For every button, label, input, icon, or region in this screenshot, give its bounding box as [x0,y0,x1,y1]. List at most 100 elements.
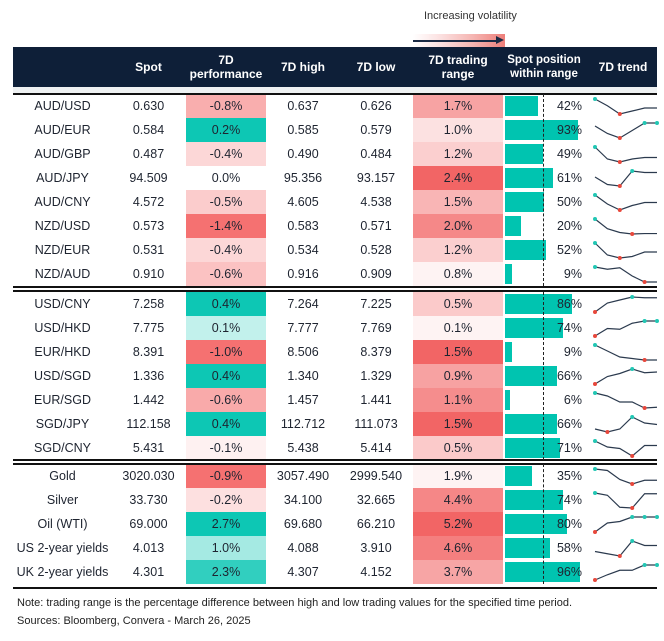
section-divider [13,290,657,292]
header-high: 7D high [281,60,325,74]
trend-min-point [642,280,647,284]
position-value: 50% [556,195,582,209]
range-cell: 0.1% [413,316,503,340]
range-cell: 1.7% [413,94,503,118]
trend-sparkline [593,319,659,338]
row-label: NZD/USD [34,219,91,233]
trend-max-point [655,515,659,519]
position-value: 9% [563,345,582,359]
low-value: 0.571 [360,219,392,233]
high-value: 112.712 [280,417,326,431]
row-label: SGD/JPY [35,417,90,431]
section-divider [13,93,657,95]
low-value: 8.379 [360,345,392,359]
trend-sparkline [594,415,658,434]
perf-cell: 1.0% [186,536,266,560]
midpoint-line [543,292,544,460]
low-value: 2999.540 [349,469,403,483]
trend-sparkline [593,491,657,510]
header-position: Spot position within range [507,54,581,80]
range-cell: 1.2% [413,142,503,166]
row-label: EUR/HKD [34,345,91,359]
row-label: SGD/CNY [34,441,91,455]
trend-line [594,218,657,235]
arrow-right-icon [413,40,497,42]
header-spot: Spot [135,60,162,74]
spot-value: 112.158 [126,417,171,431]
trend-min-point [617,184,622,188]
table-row: NZD/EUR 0.531 -0.4% 0.534 0.528 1.2% 52% [13,238,657,262]
trend-max-point [593,265,597,269]
trend-min-point [617,160,622,164]
table-row: EUR/HKD 8.391 -1.0% 8.506 8.379 1.5% 9% [13,340,657,364]
position-bar [505,438,561,458]
perf-cell: 0.1% [186,316,266,340]
trend-sparkline [593,391,658,410]
table-row: Gold 3020.030 -0.9% 3057.490 2999.540 1.9% 35% [13,464,657,488]
trend-sparkline [594,539,657,558]
position-value: 93% [556,123,582,137]
position-value: 74% [556,493,582,507]
position-value: 20% [556,219,582,233]
trend-sparkline [593,145,657,164]
trend-line [594,368,658,385]
perf-cell: 0.4% [186,412,266,436]
trend-max-point [642,563,647,567]
table-row: AUD/GBP 0.487 -0.4% 0.490 0.484 1.2% 49% [13,142,657,166]
spot-value: 7.258 [132,297,165,311]
high-value: 0.534 [287,243,319,257]
perf-cell: 2.3% [186,560,266,584]
perf-cell: -0.4% [186,238,266,262]
table-row: Silver 33.730 -0.2% 34.100 32.665 4.4% 74% [13,488,657,512]
perf-cell: -0.8% [186,94,266,118]
position-value: 42% [556,99,582,113]
spot-value: 0.531 [132,243,165,257]
high-value: 7.264 [287,297,319,311]
low-value: 0.528 [360,243,392,257]
range-cell: 2.0% [413,214,503,238]
row-label: NZD/EUR [34,243,91,257]
low-value: 1.441 [360,393,392,407]
trend-line [594,492,657,509]
trend-line [594,564,657,581]
table-row: USD/CNY 7.258 0.4% 7.264 7.225 0.5% 86% [13,292,657,316]
trend-min-point [593,334,597,338]
trend-max-point [593,97,597,101]
trend-sparkline [593,563,659,582]
trend-max-point [655,121,659,125]
table-row: EUR/SGD 1.442 -0.6% 1.457 1.441 1.1% 6% [13,388,658,412]
trend-min-point [593,578,597,582]
position-value: 74% [556,321,582,335]
trend-min-point [630,232,635,236]
trend-line [594,320,657,337]
trend-max-point [593,217,597,221]
range-cell: 1.2% [413,238,503,262]
trend-line [594,540,657,557]
perf-cell: -1.4% [186,214,266,238]
section-divider [13,459,657,461]
perf-cell: 0.4% [186,364,266,388]
trend-min-point [617,208,622,212]
perf-cell: -1.0% [186,340,266,364]
spot-value: 4.572 [132,195,165,209]
position-value: 86% [556,297,582,311]
range-cell: 1.5% [413,412,503,436]
position-value: 66% [556,417,582,431]
row-label: AUD/EUR [34,123,91,137]
spot-value: 0.584 [132,123,165,137]
range-cell: 1.5% [413,340,503,364]
position-bar [505,240,546,260]
spot-value: 69.000 [129,517,168,531]
trend-sparkline [593,343,657,362]
position-value: 9% [563,267,582,281]
low-value: 0.909 [360,267,392,281]
high-value: 7.777 [287,321,319,335]
low-value: 7.769 [360,321,392,335]
range-cell: 0.5% [413,436,503,460]
trend-min-point [617,256,622,260]
trend-sparkline [593,193,657,212]
trend-max-point [630,415,635,419]
trend-line [594,146,657,163]
trend-sparkline [593,367,658,386]
